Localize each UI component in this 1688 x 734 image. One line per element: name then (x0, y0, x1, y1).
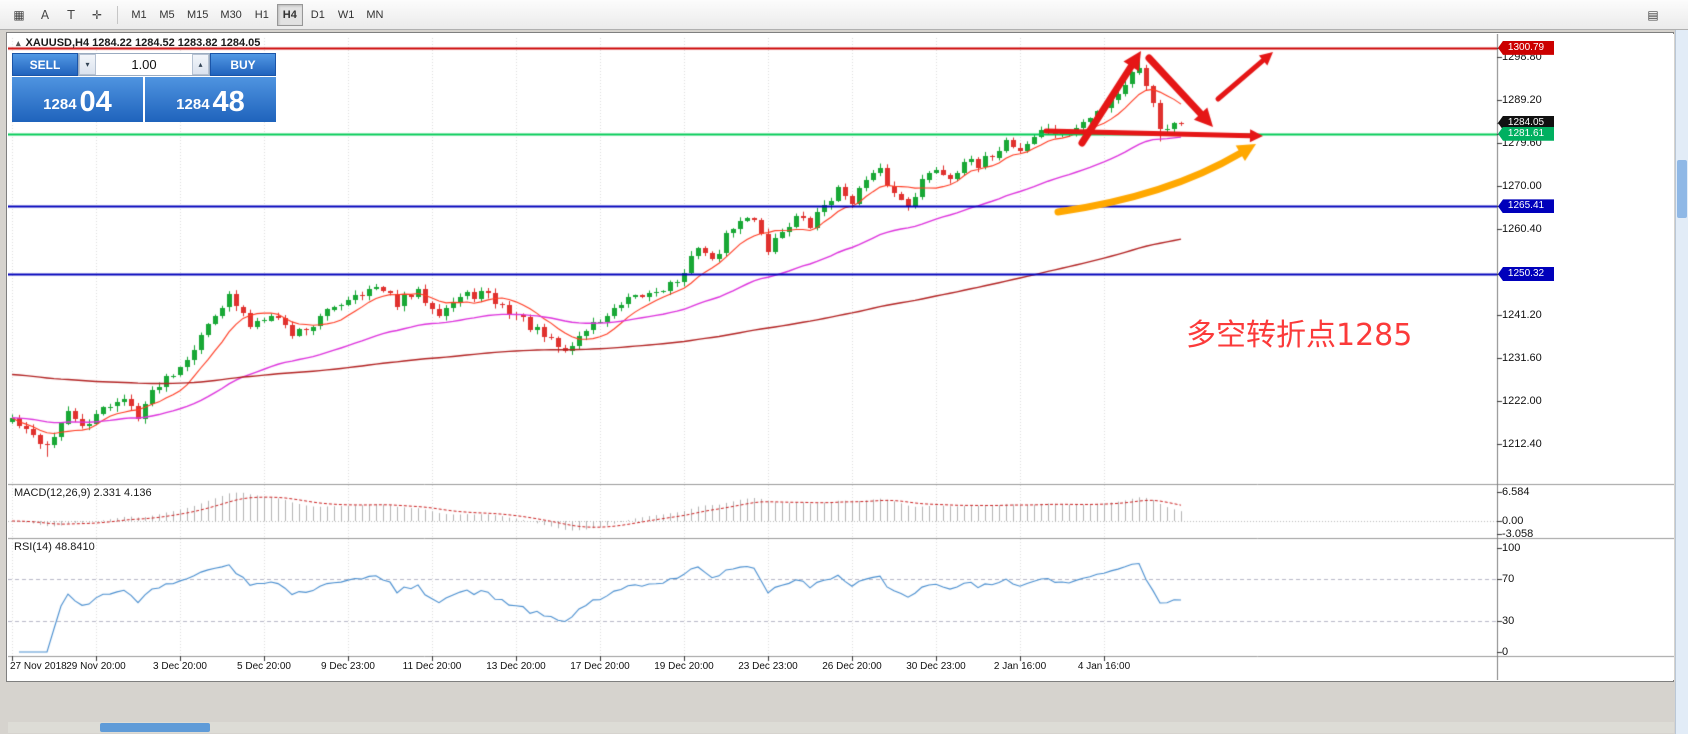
drawing-tools-group: ▦ A T ✛ (6, 4, 110, 26)
insert-text-icon[interactable]: A (33, 4, 57, 26)
price-axis-label: 1270.00 (1502, 179, 1542, 192)
rsi-axis-label: 70 (1502, 573, 1515, 586)
macd-axis-label: 6.584 (1502, 486, 1530, 499)
insert-label-icon[interactable]: T (59, 4, 83, 26)
chart-canvas[interactable] (8, 34, 1674, 680)
price-axis-label: 1212.40 (1502, 437, 1542, 450)
timeframe-button-w1[interactable]: W1 (333, 4, 360, 26)
timeframe-group: M1 M5 M15 M30 H1 H4 D1 W1 MN (125, 3, 389, 26)
crosshair-icon[interactable]: ✛ (85, 4, 109, 26)
time-axis-label: 19 Dec 20:00 (654, 661, 714, 672)
time-axis-label: 23 Dec 23:00 (738, 661, 798, 672)
price-level-tag: 1250.32 (1498, 266, 1554, 281)
series-marker-icon: ▴ (16, 38, 21, 48)
timeframe-button-m1[interactable]: M1 (126, 4, 152, 26)
horizontal-scrollbar-thumb[interactable] (100, 723, 210, 732)
price-level-tag: 1281.61 (1498, 126, 1554, 141)
bid-price-fraction: 04 (79, 86, 112, 118)
time-axis-label: 5 Dec 20:00 (237, 661, 291, 672)
rsi-axis-label: 30 (1502, 614, 1515, 627)
time-axis-label: 13 Dec 20:00 (486, 661, 546, 672)
price-axis-label: 1241.20 (1502, 308, 1542, 321)
volume-control: ▾ ▴ (78, 53, 210, 76)
bid-price-button[interactable]: 1284 04 (12, 77, 143, 122)
timeframe-button-m15[interactable]: M15 (182, 4, 213, 26)
time-axis-label: 30 Dec 23:00 (906, 661, 966, 672)
price-axis-label: 1289.20 (1502, 93, 1542, 106)
ask-price-fraction: 48 (212, 86, 245, 118)
bid-price-integer: 1284 (43, 96, 77, 113)
timeframe-button-d1[interactable]: D1 (305, 4, 331, 26)
toolbar-separator (117, 5, 118, 24)
timeframe-button-h1[interactable]: H1 (249, 4, 275, 26)
timeframe-button-m5[interactable]: M5 (154, 4, 180, 26)
macd-header: MACD(12,26,9) 2.331 4.136 (14, 487, 152, 499)
panel-toggle-icon[interactable]: ▤ (1641, 4, 1665, 26)
rsi-header: RSI(14) 48.8410 (14, 541, 95, 553)
macd-axis-label: 0.00 (1502, 515, 1524, 527)
volume-decrease-button[interactable]: ▾ (79, 54, 96, 75)
symbol-ohlc-text: XAUUSD,H4 1284.22 1284.52 1283.82 1284.0… (25, 37, 261, 49)
time-axis-label: 26 Dec 20:00 (822, 661, 882, 672)
price-axis-label: 1260.40 (1502, 222, 1542, 235)
price-level-tag: 1300.79 (1498, 40, 1554, 55)
ask-price-integer: 1284 (176, 96, 210, 113)
vertical-scrollbar[interactable] (1675, 0, 1688, 734)
volume-increase-button[interactable]: ▴ (192, 54, 209, 75)
timeframe-button-mn[interactable]: MN (361, 4, 388, 26)
time-axis-label: 29 Nov 20:00 (66, 661, 126, 672)
time-axis-label: 9 Dec 23:00 (321, 661, 375, 672)
rsi-axis-label: 0 (1502, 646, 1509, 658)
symbol-header: ▴ XAUUSD,H4 1284.22 1284.52 1283.82 1284.… (16, 37, 260, 49)
price-axis-label: 1222.00 (1502, 394, 1542, 407)
price-axis-label: 1231.60 (1502, 351, 1542, 364)
ask-price-button[interactable]: 1284 48 (145, 77, 276, 122)
sell-button[interactable]: SELL (12, 53, 78, 76)
time-axis-label: 11 Dec 20:00 (402, 661, 462, 672)
macd-axis-label: -3.058 (1502, 528, 1534, 541)
one-click-trading-panel: SELL ▾ ▴ BUY 1284 04 1284 48 (12, 53, 276, 122)
rsi-axis-label: 100 (1502, 542, 1521, 554)
annotation-text: 多空转折点1285 (1186, 318, 1413, 353)
time-axis-label: 27 Nov 2018 (10, 661, 67, 672)
timeframe-button-h4[interactable]: H4 (276, 3, 303, 26)
price-level-tag: 1265.41 (1498, 199, 1554, 214)
time-axis-label: 3 Dec 20:00 (153, 661, 207, 672)
chart-grid-icon[interactable]: ▦ (7, 4, 31, 26)
timeframe-button-m30[interactable]: M30 (215, 4, 246, 26)
vertical-scrollbar-thumb[interactable] (1677, 160, 1687, 218)
horizontal-scrollbar[interactable] (8, 722, 1674, 733)
volume-input[interactable] (96, 54, 192, 75)
time-axis-label: 2 Jan 16:00 (993, 661, 1047, 672)
buy-button[interactable]: BUY (210, 53, 276, 76)
toolbar: ▦ A T ✛ M1 M5 M15 M30 H1 H4 D1 W1 MN ▤ (0, 0, 1688, 30)
price-level-tag: 1284.05 (1498, 115, 1554, 130)
chart-window (6, 32, 1674, 682)
time-axis-label: 4 Jan 16:00 (1077, 661, 1131, 672)
time-axis-label: 17 Dec 20:00 (570, 661, 630, 672)
